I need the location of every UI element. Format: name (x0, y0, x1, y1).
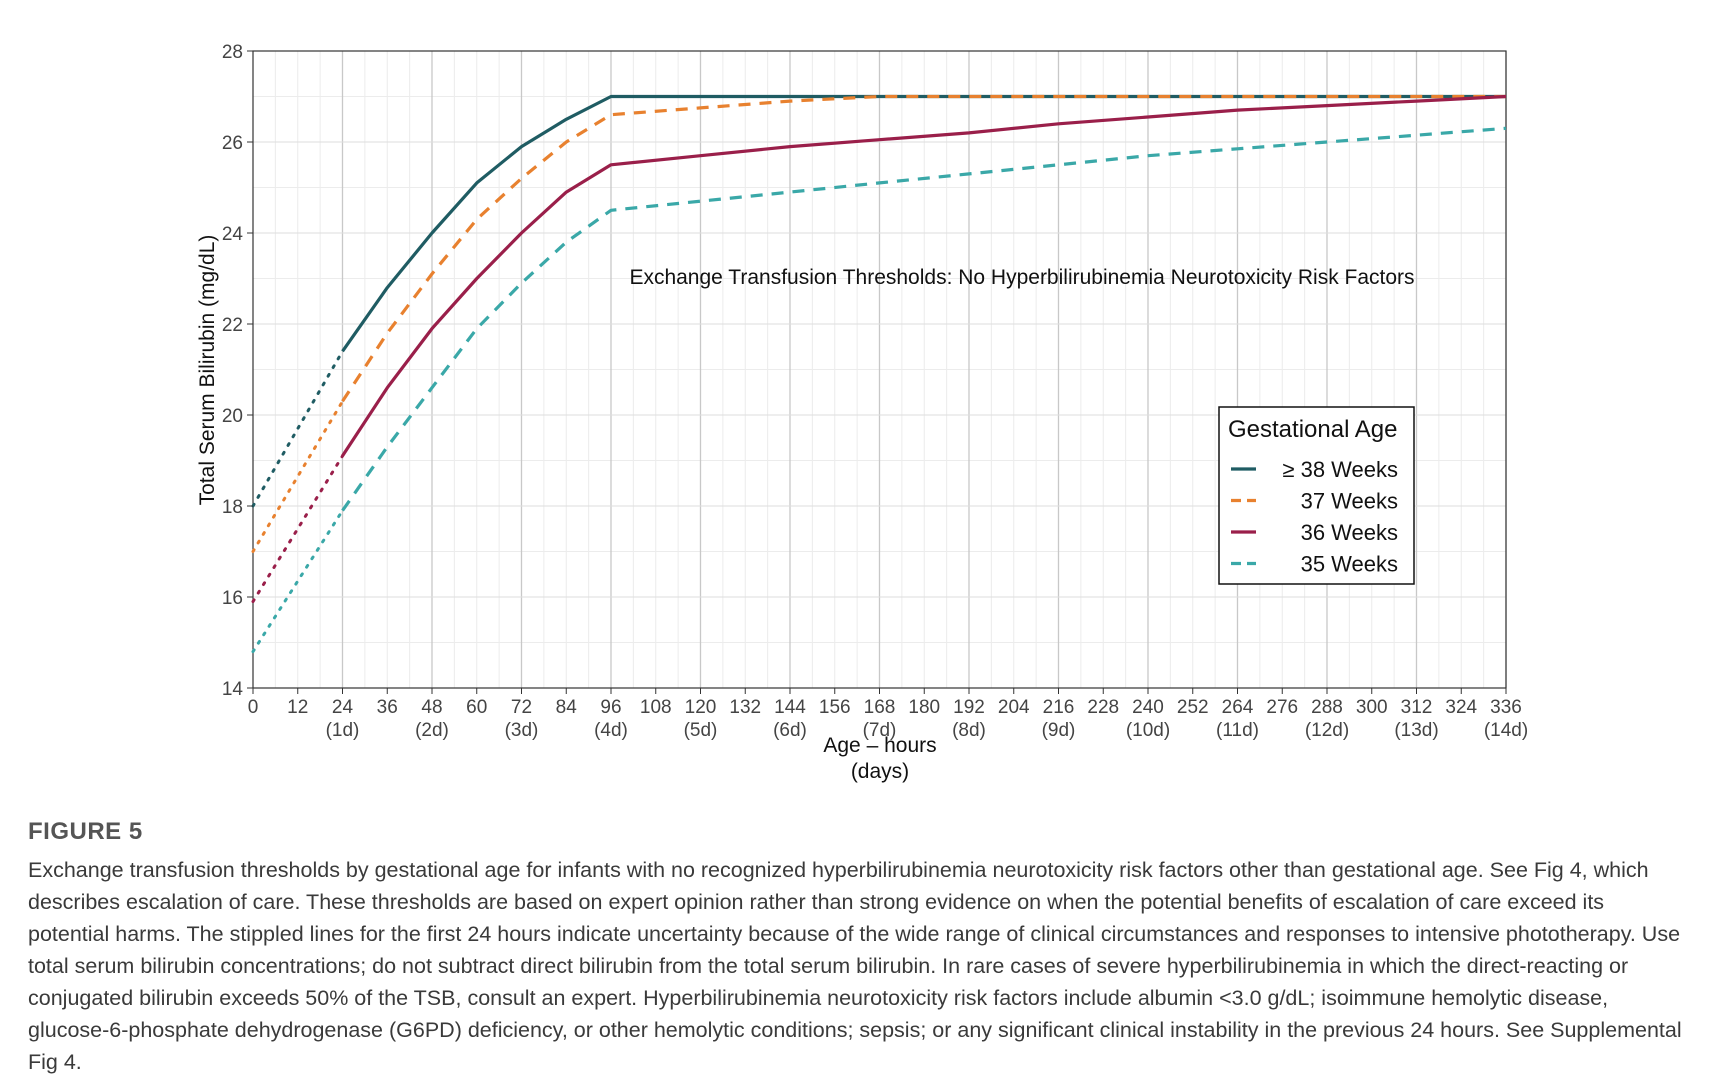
series-uncertain-37-weeks (251, 399, 344, 553)
x-tick-label: 312 (1401, 697, 1433, 718)
x-day-labels: (1d) (2d) (3d) (4d) (5d) (6d) (7d) (8d) (9d) (10d… (326, 720, 1529, 741)
legend-items: ≥ 38 Weeks 37 Weeks 36 Weeks 35 Weeks (1231, 457, 1398, 577)
x-tick-labels: 0 12 24 36 48 60 72 84 96 108 120 132 144 156 168 180 19… (248, 697, 1522, 718)
x-tick-label: 132 (729, 697, 761, 718)
y-tick-label: 28 (222, 42, 243, 63)
x-day-label: (5d) (684, 720, 718, 741)
x-tick-label: 84 (556, 697, 578, 718)
x-tick-label: 192 (953, 697, 985, 718)
series-line-37-weeks (341, 94, 1506, 403)
x-tick-label: 288 (1311, 697, 1343, 718)
y-axis-title: Total Serum Bilirubin (mg/dL) (196, 235, 219, 506)
x-day-label: (11d) (1216, 720, 1259, 741)
y-tick-labels: 14 16 18 20 22 24 26 28 (222, 42, 244, 700)
y-tick-label: 14 (222, 679, 244, 700)
x-day-label: (6d) (773, 720, 807, 741)
figure-caption: FIGURE 5 Exchange transfusion thresholds… (28, 818, 1688, 1078)
x-tick-label: 48 (421, 697, 442, 718)
x-tick-label: 120 (685, 697, 717, 718)
legend-title: Gestational Age (1228, 416, 1397, 443)
y-tick-label: 22 (222, 315, 243, 336)
x-axis-subtitle: (days) (851, 760, 909, 783)
x-day-label: (10d) (1126, 720, 1170, 741)
x-day-label: (2d) (415, 720, 449, 741)
x-tick-label: 72 (511, 697, 532, 718)
x-day-label: (7d) (863, 720, 897, 741)
x-tick-label: 252 (1177, 697, 1209, 718)
x-tick-label: 180 (908, 697, 940, 718)
x-tick-label: 300 (1356, 697, 1388, 718)
x-tick-label: 144 (774, 697, 806, 718)
x-tick-label: 324 (1445, 697, 1477, 718)
figure-caption-text: Exchange transfusion thresholds by gesta… (28, 858, 1682, 1074)
x-tick-label: 240 (1132, 697, 1164, 718)
legend-box (1218, 406, 1415, 585)
x-tick-label: 204 (998, 697, 1030, 718)
x-tick-label: 60 (466, 697, 487, 718)
x-day-label: (13d) (1394, 720, 1438, 741)
x-day-label: (9d) (1042, 720, 1076, 741)
y-tick-label: 26 (222, 133, 243, 154)
chart-title: Exchange Transfusion Thresholds: No Hype… (629, 266, 1414, 289)
x-tick-label: 0 (248, 697, 259, 718)
y-tick-label: 24 (222, 224, 244, 245)
series-layer (251, 94, 1507, 654)
x-tick-label: 216 (1043, 697, 1075, 718)
figure-label: FIGURE 5 (28, 818, 143, 845)
x-tick-label: 36 (377, 697, 398, 718)
y-tick-label: 16 (222, 588, 243, 609)
x-tick-label: 96 (600, 697, 621, 718)
x-tick-label: 228 (1087, 697, 1119, 718)
chart: 0 12 24 36 48 60 72 84 96 108 120 132 144 156 168 180 19… (196, 42, 1529, 783)
legend-label: 35 Weeks (1301, 552, 1398, 577)
x-day-label: (8d) (952, 720, 986, 741)
axis-ticks (247, 50, 1507, 694)
x-tick-label: 168 (864, 697, 896, 718)
legend: Gestational Age ≥ 38 Weeks 37 Weeks 36 Wee… (1218, 406, 1415, 585)
series-uncertain-36-weeks (251, 454, 344, 604)
x-tick-label: 264 (1222, 697, 1254, 718)
x-day-label: (1d) (326, 720, 360, 741)
x-tick-label: 12 (287, 697, 308, 718)
legend-label: ≥ 38 Weeks (1282, 457, 1398, 482)
x-tick-label: 276 (1266, 697, 1298, 718)
x-tick-label: 108 (640, 697, 672, 718)
series-uncertain-38-weeks (251, 349, 344, 508)
x-day-label: (12d) (1305, 720, 1349, 741)
y-tick-label: 18 (222, 497, 243, 518)
x-tick-label: 156 (819, 697, 851, 718)
legend-label: 37 Weeks (1301, 489, 1398, 514)
x-tick-label: 336 (1490, 697, 1522, 718)
series-line-36-weeks (341, 94, 1507, 457)
x-tick-label: 24 (332, 697, 354, 718)
x-day-label: (14d) (1484, 720, 1528, 741)
x-axis-title: Age – hours (823, 734, 936, 757)
y-tick-label: 20 (222, 406, 243, 427)
series-uncertain-35-weeks (251, 509, 344, 654)
x-day-label: (3d) (505, 720, 539, 741)
legend-label: 36 Weeks (1301, 520, 1398, 545)
x-day-label: (4d) (594, 720, 628, 741)
